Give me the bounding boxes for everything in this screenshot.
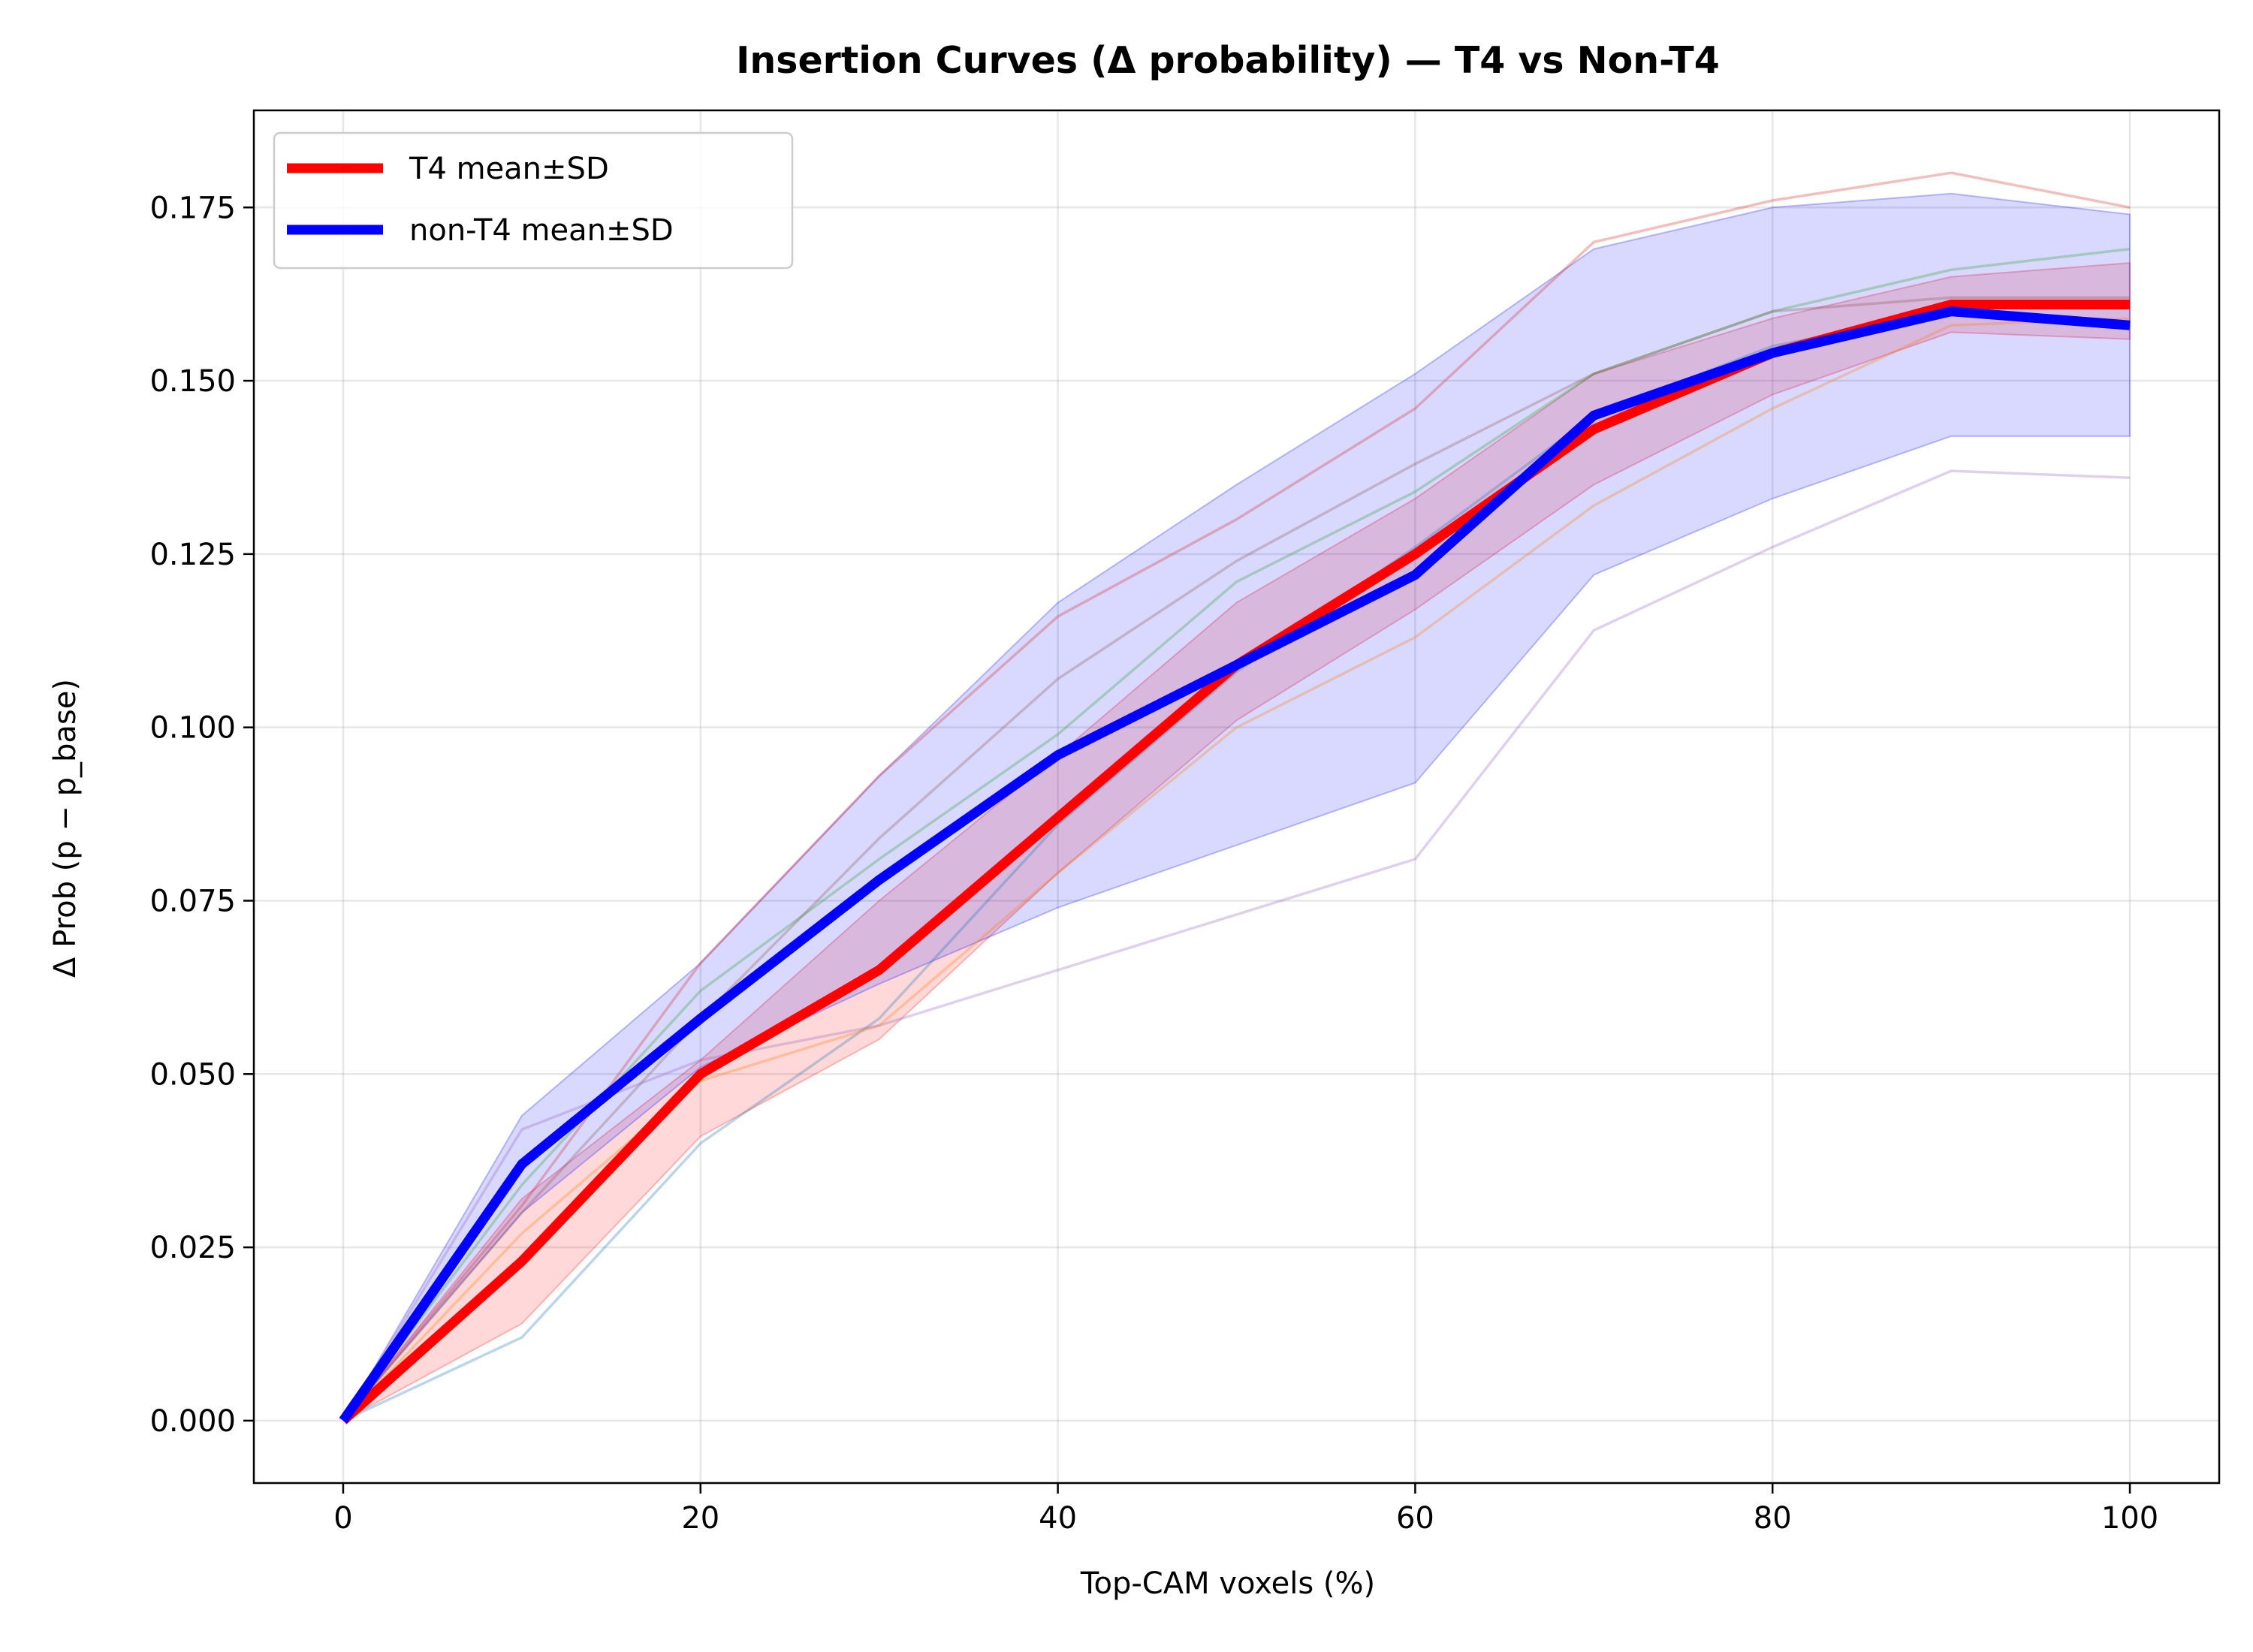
x-tick-label: 40 [1039,1501,1077,1536]
x-axis-label: Top-CAM voxels (%) [1080,1566,1375,1601]
x-tick-label: 100 [2101,1501,2158,1536]
individual-curve [342,469,2131,1421]
legend-label-t4: T4 mean±SD [409,152,609,186]
y-tick-label: 0.025 [149,1231,236,1265]
y-tick-label: 0.050 [149,1057,236,1092]
y-tick-label: 0.100 [149,711,236,746]
y-tick-label: 0.075 [149,884,236,918]
legend-box [273,131,794,270]
y-tick-label: 0.000 [149,1404,236,1439]
x-tick-label: 20 [681,1501,719,1536]
grid [254,110,2219,1483]
x-tick-label: 60 [1396,1501,1434,1536]
x-tick-label: 0 [333,1501,352,1536]
legend-label-non-t4: non-T4 mean±SD [409,213,674,248]
individual-curve [342,171,2131,1422]
individual-curve [342,296,2130,1422]
mean-lines [339,300,2131,1424]
chart-title: Insertion Curves (Δ probability) — T4 vs… [736,39,1720,82]
y-tick-label: 0.150 [149,364,236,399]
y-axis-ticks: 0.000 0.025 0.050 0.075 0.100 0.125 0.150 0.175 [149,191,254,1439]
x-tick-label: 80 [1754,1501,1792,1536]
mean-line-non-t4 [339,306,2131,1424]
legend: T4 mean±SD non-T4 mean±SD [273,131,794,270]
x-axis-ticks: 0 20 40 60 80 100 [333,1483,2158,1536]
plot-frame [252,109,2221,1485]
y-axis-label: Δ Prob (p − p_base) [48,679,83,978]
y-tick-label: 0.125 [149,538,236,572]
y-tick-label: 0.175 [149,191,236,225]
individual-curve [342,247,2131,1421]
